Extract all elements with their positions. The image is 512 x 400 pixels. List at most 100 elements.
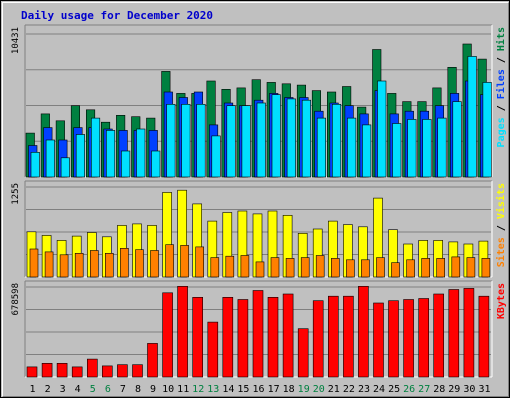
bar-sites	[44, 251, 54, 278]
bar-pages	[467, 56, 477, 178]
bar-kbytes	[312, 300, 324, 378]
day-label: 16	[252, 384, 264, 395]
bar-sites	[315, 255, 325, 278]
bar-sites	[255, 261, 265, 278]
bar-kbytes	[147, 343, 158, 378]
bar-sites	[481, 258, 491, 278]
bar-sites	[436, 258, 446, 278]
day-label: 11	[177, 384, 189, 395]
bar-kbytes	[267, 296, 279, 378]
bar-kbytes	[418, 298, 430, 378]
day-label: 20	[313, 384, 325, 395]
bar-sites	[300, 257, 310, 278]
bar-sites	[105, 253, 114, 278]
bar-pages	[75, 134, 85, 178]
day-label: 31	[478, 384, 490, 395]
bar-kbytes	[117, 364, 128, 378]
bar-sites	[59, 254, 69, 278]
bar-kbytes	[388, 300, 399, 378]
series-legend: Sites / Visits	[495, 183, 507, 267]
legend-entry: KBytes	[496, 283, 507, 319]
bar-kbytes	[403, 299, 414, 378]
day-axis: 1 2 3 4 5 6 7 8 9 10 11 12 13 14 15 16 17 18 19 20 21 22 23 24 2…	[29, 384, 490, 395]
bar-kbytes	[297, 328, 309, 378]
series-legend: Pages / Files / Hits	[495, 27, 507, 147]
bar-kbytes	[102, 365, 113, 378]
bar-sites	[165, 244, 174, 278]
bar-kbytes	[162, 292, 173, 378]
bar-kbytes	[56, 362, 68, 378]
day-label: 23	[358, 384, 370, 395]
bar-sites	[421, 258, 431, 278]
bar-sites	[391, 262, 400, 278]
bar-pages	[136, 128, 146, 178]
bar-sites	[240, 255, 250, 278]
bar-sites	[466, 257, 476, 278]
bar-kbytes	[343, 295, 354, 378]
bar-pages	[241, 105, 251, 178]
legend-entry: Files	[495, 69, 507, 99]
day-label: 6	[105, 384, 111, 395]
bar-sites	[150, 250, 159, 278]
day-label: 30	[463, 384, 475, 395]
bar-pages	[151, 150, 161, 178]
bar-pages	[166, 104, 176, 178]
bar-kbytes	[26, 366, 38, 378]
day-label: 10	[162, 384, 174, 395]
bar-pages	[91, 117, 101, 178]
bar-pages	[437, 117, 447, 178]
series-legend: KBytes	[496, 283, 507, 319]
bar-pages	[422, 119, 432, 178]
bar-pages	[362, 124, 372, 178]
bar-sites	[330, 258, 340, 278]
day-label: 25	[388, 384, 400, 395]
bar-kbytes	[478, 295, 490, 378]
bar-kbytes	[71, 366, 83, 378]
legend-entry: Visits	[495, 183, 507, 219]
day-label: 7	[120, 384, 126, 395]
bar-sites	[74, 253, 84, 278]
legend-separator: /	[496, 99, 507, 117]
bar-pages	[106, 130, 116, 178]
bar-kbytes	[373, 302, 384, 378]
bar-sites	[135, 249, 144, 278]
day-label: 15	[237, 384, 249, 395]
panel-hits-files-pages: 10431 Pages / Files / Hits	[11, 24, 507, 178]
bar-sites	[451, 256, 461, 278]
bar-sites	[346, 259, 355, 278]
bar-sites	[270, 257, 280, 278]
bar-sites	[29, 248, 39, 278]
panel-kbytes: 678598 KBytes	[11, 280, 507, 378]
day-label: 28	[433, 384, 445, 395]
bar-sites	[225, 255, 235, 278]
bar-pages	[181, 104, 191, 178]
day-label: 22	[343, 384, 355, 395]
bar-sites	[120, 248, 129, 278]
legend-entry: Hits	[495, 27, 507, 51]
day-label: 3	[60, 384, 66, 395]
bar-sites	[90, 250, 99, 278]
bar-pages	[301, 99, 312, 178]
bar-pages	[60, 157, 70, 178]
bar-sites	[406, 259, 415, 278]
bar-pages	[271, 94, 281, 178]
day-label: 27	[418, 384, 430, 395]
day-label: 24	[373, 384, 385, 395]
bar-sites	[195, 246, 204, 278]
y-max-label: 1255	[11, 183, 21, 205]
y-max-label: 678598	[11, 283, 21, 316]
day-label: 17	[268, 384, 280, 395]
bar-pages	[482, 82, 492, 178]
bar-pages	[377, 80, 387, 178]
bar-kbytes	[448, 289, 460, 378]
day-label: 12	[192, 384, 204, 395]
legend-separator: /	[496, 219, 507, 237]
bar-pages	[347, 117, 357, 178]
day-label: 29	[448, 384, 460, 395]
bar-kbytes	[177, 285, 188, 378]
bar-kbytes	[358, 285, 369, 378]
bar-pages	[407, 119, 417, 178]
day-label: 21	[328, 384, 340, 395]
bar-kbytes	[282, 293, 294, 378]
day-label: 8	[135, 384, 141, 395]
